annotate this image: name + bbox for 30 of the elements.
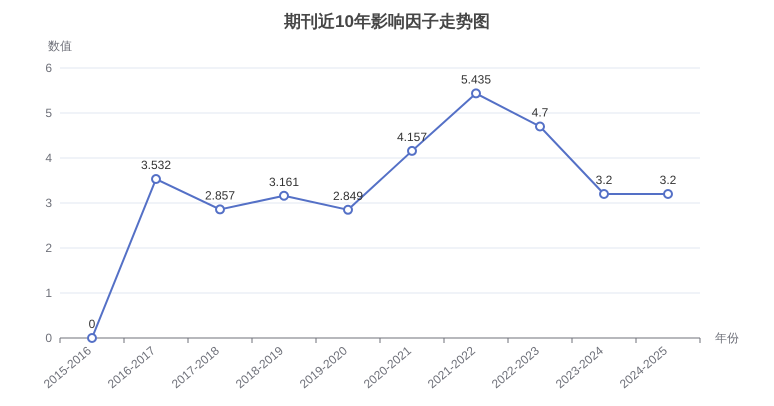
point <box>471 88 481 98</box>
point <box>599 189 609 199</box>
data-label: 2.849 <box>332 188 364 203</box>
data-label: 3.2 <box>660 173 677 187</box>
data-label: 5.435 <box>460 72 492 86</box>
data-label: 2.857 <box>204 188 236 202</box>
chart-title: 期刊近10年影响因子走势图 <box>283 12 490 31</box>
data-label: 3.2 <box>596 173 613 187</box>
y-tick-label: 5 <box>45 106 52 120</box>
point <box>343 204 353 215</box>
data-label: 0 <box>88 317 96 331</box>
point <box>87 333 97 343</box>
y-tick-label: 1 <box>45 286 52 300</box>
y-tick-label: 0 <box>45 331 52 345</box>
y-tick-label: 3 <box>45 196 52 210</box>
point <box>663 189 673 199</box>
data-label: 4.157 <box>396 130 428 144</box>
point <box>151 174 161 184</box>
x-axis-title: 年份 <box>715 331 739 345</box>
data-label: 4.7 <box>532 106 549 120</box>
data-label: 3.532 <box>140 158 172 172</box>
data-label: 3.161 <box>268 174 300 189</box>
point <box>215 204 225 214</box>
y-tick-label: 2 <box>45 241 52 255</box>
y-tick-label: 4 <box>45 151 52 165</box>
point <box>407 146 417 156</box>
y-tick-label: 6 <box>45 61 52 75</box>
y-axis-title: 数值 <box>48 39 72 53</box>
point <box>279 190 289 201</box>
point <box>535 122 545 132</box>
